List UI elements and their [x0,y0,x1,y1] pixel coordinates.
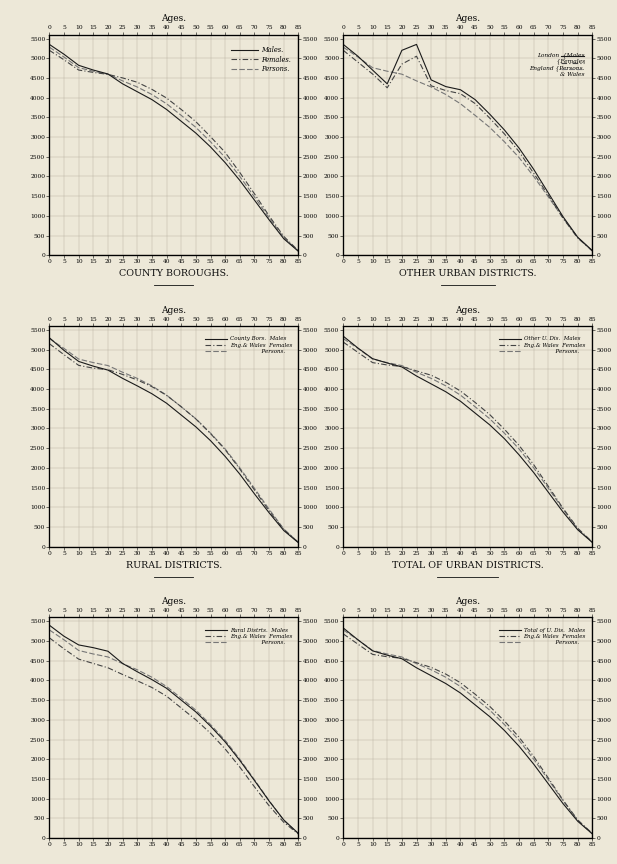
Text: RURAL DISTRICTS.: RURAL DISTRICTS. [126,561,222,570]
Legend: Total of U. Dis.  Males, Eng.& Wales  Females,                   Persons.: Total of U. Dis. Males, Eng.& Wales Fema… [498,626,587,646]
X-axis label: Ages.: Ages. [161,597,186,606]
X-axis label: Ages.: Ages. [455,306,481,314]
X-axis label: Ages.: Ages. [161,14,186,23]
X-axis label: Ages.: Ages. [455,597,481,606]
Legend: , , : , , [560,53,587,73]
Text: London  {Males
           {Females
England {Persons.
& Wales: London {Males {Females England {Persons.… [529,52,585,77]
Legend: Males., Females., Persons.: Males., Females., Persons. [230,45,292,74]
Text: TOTAL OF URBAN DISTRICTS.: TOTAL OF URBAN DISTRICTS. [392,561,544,570]
Text: COUNTY BOROUGHS.: COUNTY BOROUGHS. [119,270,229,278]
Legend: Rural Distrts.  Males, Eng.& Wales  Females,                   Persons.: Rural Distrts. Males, Eng.& Wales Female… [204,626,293,646]
Legend: County Bors.  Males, Eng.& Wales  Females,                   Persons.: County Bors. Males, Eng.& Wales Females,… [204,335,293,355]
Legend: Other U. Dis.  Males, Eng.& Wales  Females,                   Persons.: Other U. Dis. Males, Eng.& Wales Females… [498,335,587,355]
X-axis label: Ages.: Ages. [161,306,186,314]
Text: OTHER URBAN DISTRICTS.: OTHER URBAN DISTRICTS. [399,270,537,278]
X-axis label: Ages.: Ages. [455,14,481,23]
